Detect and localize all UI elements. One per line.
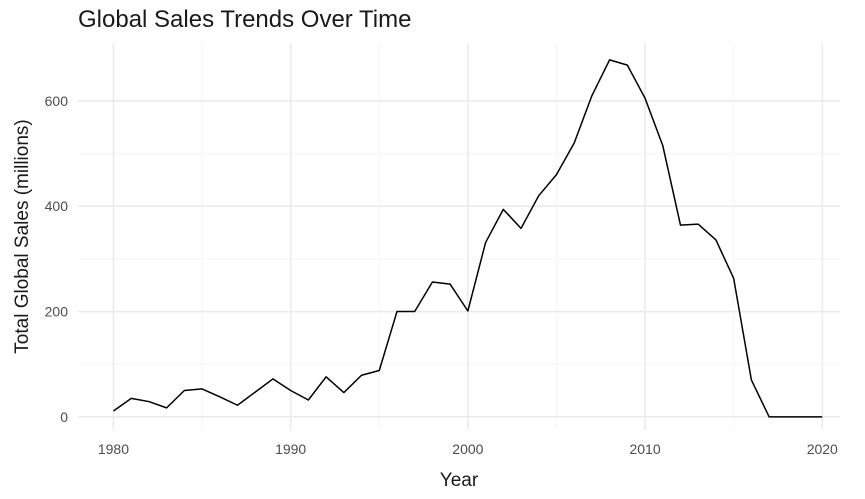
- y-tick-label: 200: [45, 304, 69, 320]
- chart-title: Global Sales Trends Over Time: [78, 6, 412, 33]
- tick-labels: 1980 1990 2000 2010 2020 0 200 400 600: [45, 93, 838, 457]
- grid: [78, 43, 840, 430]
- x-tick-label: 2010: [629, 441, 660, 457]
- series-line: [113, 59, 823, 418]
- x-axis-title: Year: [440, 470, 479, 491]
- y-tick-label: 0: [60, 409, 68, 425]
- x-tick-label: 2020: [807, 441, 838, 457]
- x-tick-label: 1980: [98, 441, 129, 457]
- y-axis-title: Total Global Sales (millions): [12, 119, 33, 353]
- x-tick-label: 1990: [275, 441, 306, 457]
- y-tick-label: 400: [45, 198, 69, 214]
- x-tick-label: 2000: [452, 441, 483, 457]
- y-tick-label: 600: [45, 93, 69, 109]
- series-layer: [113, 59, 823, 418]
